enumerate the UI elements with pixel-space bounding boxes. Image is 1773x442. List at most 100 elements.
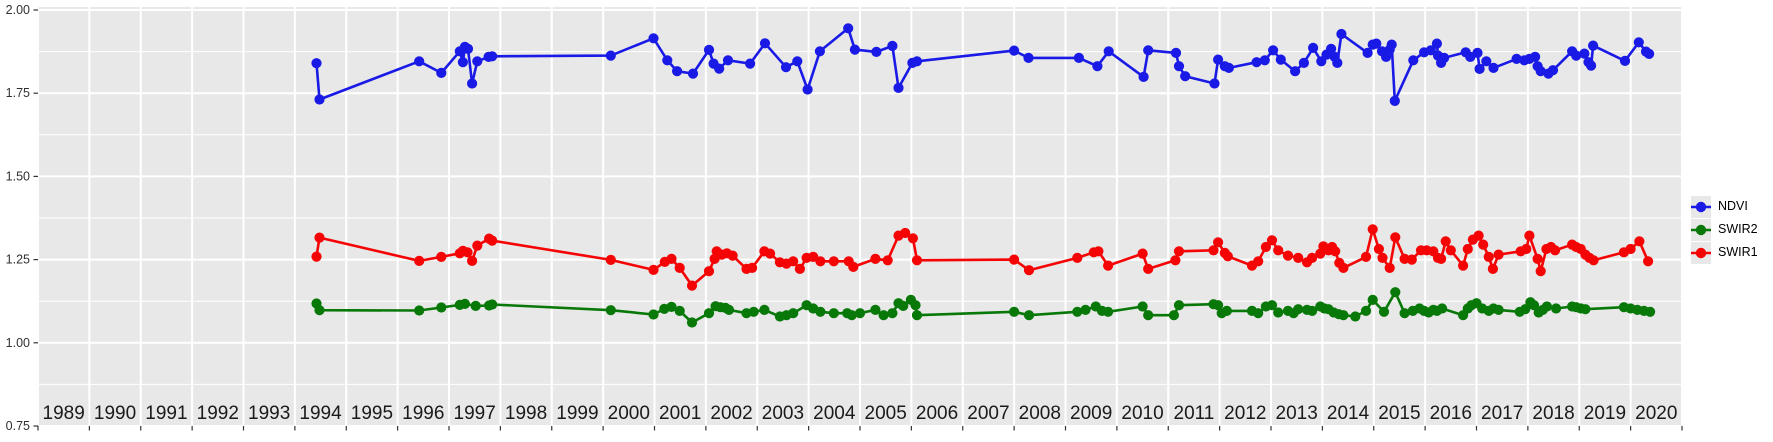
data-point (871, 46, 882, 58)
data-point (1440, 236, 1451, 247)
year-label: 2020 (1635, 403, 1677, 424)
data-point (414, 305, 425, 316)
data-point (828, 308, 839, 319)
legend-key-ndvi-icon (1691, 195, 1711, 218)
data-point (311, 251, 322, 262)
data-point (1260, 241, 1271, 253)
data-point (1336, 28, 1347, 40)
data-point (1208, 245, 1219, 256)
legend-label-swir2: SWIR2 (1718, 222, 1758, 236)
data-point (1571, 50, 1582, 61)
data-point (759, 304, 770, 315)
data-point (1173, 300, 1185, 311)
data-point (1530, 51, 1541, 63)
data-point (1425, 45, 1436, 56)
data-point (1103, 306, 1114, 317)
data-point (703, 308, 715, 319)
data-point (1362, 47, 1373, 59)
data-point (666, 253, 677, 264)
year-label: 1997 (454, 403, 496, 424)
data-point (467, 78, 478, 89)
data-point (314, 232, 325, 243)
data-point (887, 308, 898, 319)
data-point (907, 233, 919, 244)
data-point (723, 304, 735, 315)
data-point (780, 62, 792, 73)
data-point (1462, 243, 1473, 255)
year-label: 2002 (710, 403, 752, 424)
series-swir1 (311, 224, 1654, 291)
data-point (1180, 71, 1191, 82)
data-point (765, 248, 776, 259)
data-point (414, 56, 425, 67)
data-point (759, 38, 771, 49)
year-label: 2005 (865, 403, 907, 424)
data-point (1282, 250, 1294, 261)
data-point (1493, 249, 1504, 260)
data-point (1170, 47, 1182, 59)
data-point (722, 55, 734, 66)
data-point (1221, 305, 1232, 316)
data-point (1619, 55, 1631, 66)
data-point (846, 310, 857, 321)
data-point (1293, 304, 1304, 315)
data-point (1436, 253, 1447, 264)
data-point (1307, 305, 1318, 316)
data-point (472, 240, 483, 251)
legend-key-swir2-icon (1691, 218, 1711, 241)
data-point (1478, 239, 1489, 250)
year-label: 1999 (556, 403, 598, 424)
data-point (1072, 252, 1083, 263)
data-point (311, 58, 322, 69)
data-point (1023, 310, 1035, 321)
year-label: 2009 (1070, 403, 1112, 424)
data-point (1092, 61, 1103, 72)
data-point (1634, 236, 1645, 247)
data-point (1332, 57, 1343, 68)
data-point (1009, 306, 1020, 317)
data-point (1213, 300, 1224, 311)
year-label: 2010 (1121, 403, 1163, 424)
data-point (1472, 47, 1483, 59)
data-point (462, 247, 473, 258)
data-point (1367, 294, 1378, 305)
y-axis-label: 2.00 (6, 3, 30, 17)
data-point (1550, 245, 1561, 256)
data-point (893, 82, 904, 93)
data-point (1488, 62, 1499, 73)
data-point (436, 302, 447, 313)
data-point (1143, 310, 1154, 321)
year-label: 2018 (1532, 403, 1574, 424)
data-point (1093, 246, 1104, 257)
data-point (1253, 256, 1264, 267)
year-label: 2015 (1378, 403, 1420, 424)
data-point (878, 310, 889, 321)
data-point (1073, 52, 1084, 64)
data-point (1308, 42, 1319, 54)
data-point (1528, 300, 1540, 311)
data-point (487, 235, 498, 246)
data-point (1445, 245, 1456, 256)
data-point (1080, 304, 1091, 315)
data-point (849, 44, 861, 55)
data-point (1458, 260, 1469, 271)
legend-item-swir1: SWIR1 (1691, 241, 1758, 264)
data-point (910, 300, 921, 311)
data-point (605, 305, 616, 316)
data-point (1483, 251, 1494, 262)
x-axis-labels: 1989 1990 1991 1992 1993 1994 1995 1996 1997 1998… (43, 403, 1678, 424)
data-point (1644, 48, 1655, 60)
data-point (1137, 301, 1148, 312)
y-axis-label: 1.25 (6, 253, 30, 267)
data-point (1143, 263, 1154, 274)
legend-label-ndvi: NDVI (1718, 199, 1748, 213)
data-point (1168, 310, 1179, 321)
data-point (1377, 252, 1388, 263)
data-point (870, 304, 881, 315)
data-point (648, 264, 659, 275)
year-label: 2011 (1174, 403, 1215, 424)
year-label: 2001 (659, 403, 701, 424)
data-point (1532, 253, 1543, 264)
data-point (1399, 308, 1410, 319)
legend-item-swir2: SWIR2 (1691, 218, 1758, 241)
